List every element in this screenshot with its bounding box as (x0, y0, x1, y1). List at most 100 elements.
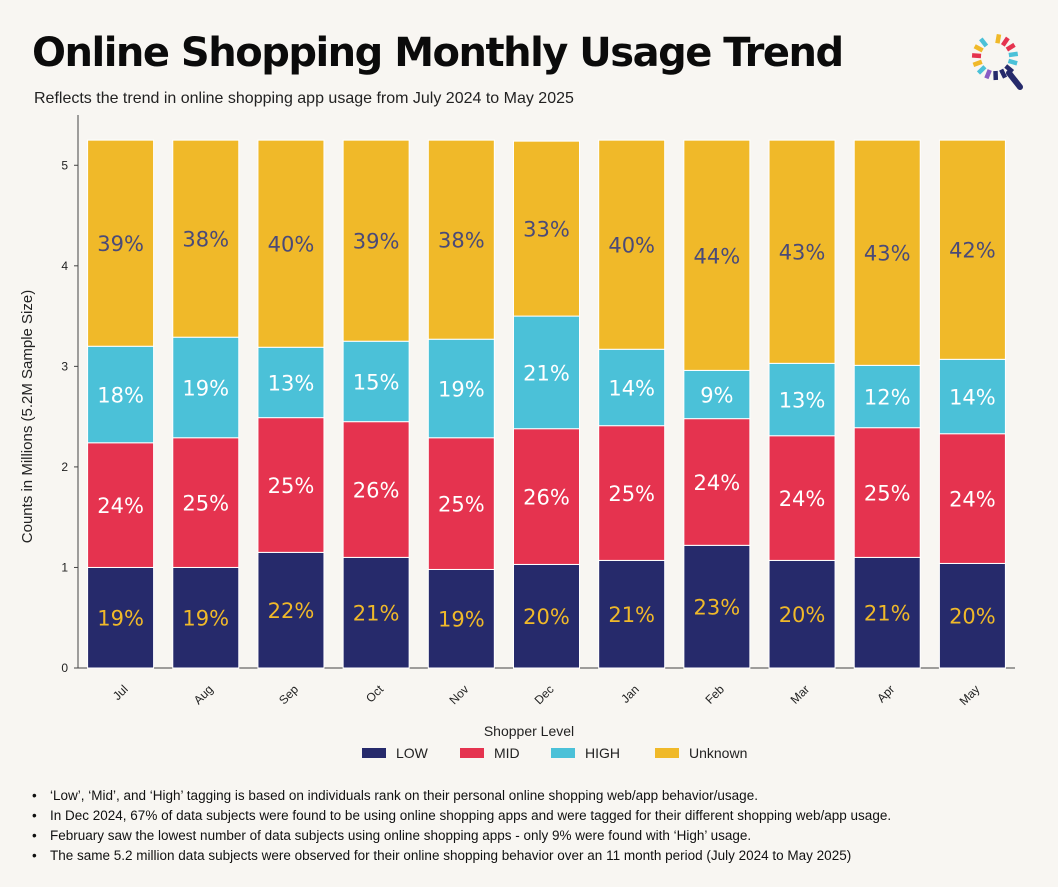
logo-dash (972, 59, 983, 67)
bar-high-feb (683, 369, 751, 420)
data-label: 20% (949, 605, 996, 629)
logo-dash (1005, 42, 1016, 52)
logo-dash (971, 53, 982, 59)
bar-mid-oct (342, 421, 410, 558)
data-label: 13% (268, 371, 315, 395)
data-label: 19% (97, 607, 144, 631)
data-label: 40% (608, 234, 655, 258)
legend-item-high: HIGH (551, 745, 620, 761)
bar-low-aug (172, 566, 240, 669)
page-title: Online Shopping Monthly Usage Trend (32, 30, 844, 76)
y-tick-label: 1 (61, 560, 68, 574)
data-label: 26% (353, 479, 400, 503)
footnote-item: The same 5.2 million data subjects were … (30, 846, 891, 866)
logo-dash (979, 37, 989, 48)
x-tick-label: Nov (446, 682, 471, 707)
bar-mid-apr (853, 427, 921, 558)
bar-mid-feb (683, 418, 751, 546)
bar-high-oct (342, 340, 410, 423)
data-label: 39% (97, 232, 144, 256)
y-tick-label: 4 (61, 259, 68, 273)
y-tick-label: 5 (61, 158, 68, 172)
bar-high-may (938, 358, 1006, 435)
bar-high-jan (598, 348, 666, 427)
data-label: 25% (864, 482, 911, 506)
data-label: 19% (438, 377, 485, 401)
data-label: 18% (97, 384, 144, 408)
data-label: 33% (523, 218, 570, 242)
bar-unknown-feb (683, 139, 751, 371)
bar-high-aug (172, 336, 240, 439)
legend-swatch (362, 748, 386, 758)
bar-unknown-jan (598, 139, 666, 350)
data-label: 14% (608, 376, 655, 400)
y-tick-label: 2 (61, 460, 68, 474)
data-label: 25% (268, 474, 315, 498)
logo-dash (1007, 58, 1018, 66)
page-subtitle: Reflects the trend in online shopping ap… (34, 90, 574, 107)
logo-dash (976, 65, 987, 75)
x-tick-label: Mar (788, 682, 813, 707)
footnote-item: In Dec 2024, 67% of data subjects were f… (30, 806, 891, 826)
footnote-item: ‘Low’, ‘Mid’, and ‘High’ tagging is base… (30, 786, 891, 806)
bar-mid-nov (427, 437, 495, 570)
logo-dash (999, 68, 1008, 79)
logo-dash (973, 44, 984, 53)
legend-label: HIGH (585, 745, 620, 761)
footnote-item: February saw the lowest number of data s… (30, 826, 891, 846)
data-label: 22% (268, 599, 315, 623)
magnifier-logo-icon (971, 33, 1023, 90)
bar-low-jan (598, 559, 666, 669)
legend-title: Shopper Level (483, 723, 575, 739)
data-label: 21% (864, 602, 911, 626)
data-label: 24% (779, 487, 826, 511)
x-tick-label: Feb (702, 682, 727, 707)
data-label: 24% (949, 488, 996, 512)
bar-unknown-dec (513, 140, 580, 317)
data-label: 38% (182, 228, 229, 252)
logo-dash (984, 69, 992, 80)
legend-item-low: LOW (362, 745, 428, 761)
data-label: 20% (523, 605, 570, 629)
legend-item-unknown: Unknown (655, 745, 747, 761)
x-tick-label: Jul (110, 682, 131, 703)
bar-mid-may (938, 433, 1006, 564)
legend-label: MID (494, 745, 520, 761)
bar-unknown-nov (427, 139, 495, 340)
bar-mid-dec (513, 428, 580, 565)
bar-high-jul (87, 345, 155, 444)
bar-unknown-sep (257, 139, 325, 348)
data-label: 44% (694, 244, 741, 268)
bar-low-dec (513, 563, 580, 669)
legend-item-mid: MID (460, 745, 520, 761)
data-label: 24% (694, 471, 741, 495)
x-tick-label: Apr (874, 682, 897, 705)
bar-low-jul (87, 566, 155, 669)
x-tick-label: Sep (276, 682, 301, 707)
bar-high-nov (427, 338, 495, 439)
data-label: 25% (608, 482, 655, 506)
bar-unknown-oct (342, 139, 410, 342)
y-tick-label: 3 (61, 359, 68, 373)
data-label: 19% (182, 376, 229, 400)
logo-dash (1004, 64, 1015, 74)
data-label: 25% (438, 493, 485, 517)
data-label: 24% (97, 494, 144, 518)
logo-dash (1008, 51, 1019, 58)
data-label: 12% (864, 386, 911, 410)
bar-unknown-apr (853, 139, 921, 366)
data-label: 21% (523, 361, 570, 385)
data-label: 21% (608, 603, 655, 627)
bar-high-sep (257, 346, 325, 419)
bar-mid-aug (172, 437, 240, 568)
data-label: 42% (949, 239, 996, 263)
y-tick-label: 0 (61, 661, 68, 675)
bar-unknown-jul (87, 139, 155, 347)
data-label: 40% (268, 233, 315, 257)
stacked-bar-chart: 0 1 2 3 4 5 Counts in Millions (5.2M Sample Si… (19, 115, 1015, 708)
bar-mid-jul (87, 442, 155, 568)
data-label: 20% (779, 603, 826, 627)
logo-dash (1000, 36, 1010, 47)
bar-low-mar (768, 559, 836, 669)
data-label: 13% (779, 389, 826, 413)
